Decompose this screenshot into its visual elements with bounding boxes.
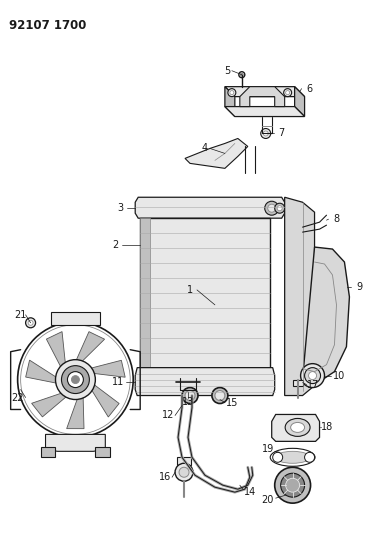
Text: 6: 6 xyxy=(306,84,313,94)
Circle shape xyxy=(18,322,133,438)
Text: 2: 2 xyxy=(112,240,118,250)
Text: 20: 20 xyxy=(262,495,274,505)
Circle shape xyxy=(212,387,228,403)
Text: 21: 21 xyxy=(15,310,27,320)
Ellipse shape xyxy=(285,418,310,437)
Circle shape xyxy=(265,201,279,215)
Polygon shape xyxy=(83,360,125,377)
Circle shape xyxy=(240,73,243,76)
Circle shape xyxy=(261,128,271,139)
Bar xyxy=(41,447,56,457)
Polygon shape xyxy=(135,197,285,218)
Circle shape xyxy=(185,391,195,400)
Text: 4: 4 xyxy=(202,143,208,154)
Circle shape xyxy=(286,91,290,95)
Circle shape xyxy=(62,366,89,393)
Polygon shape xyxy=(295,87,304,117)
Circle shape xyxy=(281,473,304,497)
Text: 13: 13 xyxy=(182,397,194,407)
Polygon shape xyxy=(185,139,248,168)
Text: 14: 14 xyxy=(244,487,256,497)
Polygon shape xyxy=(240,87,285,107)
Polygon shape xyxy=(135,368,275,395)
Polygon shape xyxy=(225,107,304,117)
Text: 17: 17 xyxy=(308,379,320,390)
Text: 12: 12 xyxy=(162,410,174,421)
Circle shape xyxy=(301,364,324,387)
Polygon shape xyxy=(46,332,66,374)
Polygon shape xyxy=(32,390,73,417)
Circle shape xyxy=(284,88,291,96)
Text: 8: 8 xyxy=(334,214,340,224)
Polygon shape xyxy=(225,87,304,96)
Circle shape xyxy=(175,463,193,481)
Bar xyxy=(140,218,150,368)
Text: 5: 5 xyxy=(224,66,230,76)
Circle shape xyxy=(286,478,300,492)
Polygon shape xyxy=(303,247,349,382)
Ellipse shape xyxy=(291,423,304,432)
Bar xyxy=(140,218,270,368)
Polygon shape xyxy=(285,197,314,395)
Text: 3: 3 xyxy=(117,203,123,213)
Circle shape xyxy=(215,391,225,400)
Polygon shape xyxy=(272,415,319,441)
Bar xyxy=(177,457,191,465)
Circle shape xyxy=(273,453,283,462)
Circle shape xyxy=(230,91,234,95)
Text: 9: 9 xyxy=(356,282,362,292)
Text: 1: 1 xyxy=(187,285,193,295)
Polygon shape xyxy=(225,87,235,117)
Polygon shape xyxy=(26,360,65,385)
Circle shape xyxy=(56,360,95,400)
Circle shape xyxy=(179,467,189,477)
Text: 92107 1700: 92107 1700 xyxy=(9,19,86,32)
Circle shape xyxy=(182,387,198,403)
Text: 18: 18 xyxy=(321,423,334,432)
Bar xyxy=(293,379,303,385)
Text: 15: 15 xyxy=(226,398,238,408)
Circle shape xyxy=(228,88,236,96)
Circle shape xyxy=(263,131,268,136)
Circle shape xyxy=(275,203,285,213)
Circle shape xyxy=(304,453,314,462)
Circle shape xyxy=(275,467,311,503)
Polygon shape xyxy=(87,379,119,417)
Text: 7: 7 xyxy=(278,128,285,139)
Polygon shape xyxy=(51,312,100,325)
Polygon shape xyxy=(73,332,105,368)
Text: 11: 11 xyxy=(112,377,124,386)
Bar xyxy=(95,447,110,457)
Circle shape xyxy=(67,372,83,387)
Circle shape xyxy=(309,372,316,379)
Text: 22: 22 xyxy=(11,392,24,402)
Circle shape xyxy=(26,318,36,328)
Circle shape xyxy=(268,204,276,212)
Circle shape xyxy=(28,320,33,325)
Polygon shape xyxy=(67,389,84,429)
Text: 19: 19 xyxy=(262,445,274,454)
Text: 10: 10 xyxy=(333,370,345,381)
Ellipse shape xyxy=(270,448,315,466)
Circle shape xyxy=(304,368,321,384)
Circle shape xyxy=(277,206,282,211)
Text: 16: 16 xyxy=(159,472,171,482)
Polygon shape xyxy=(46,434,105,451)
Ellipse shape xyxy=(275,451,310,463)
Circle shape xyxy=(239,72,245,78)
Circle shape xyxy=(72,376,79,384)
